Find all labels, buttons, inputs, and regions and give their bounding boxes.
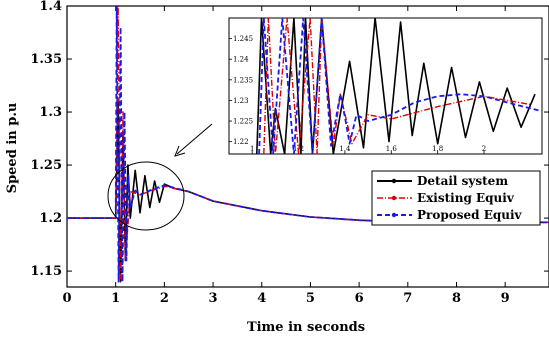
inset-y-tick-label: 1.22 [233, 138, 249, 146]
inset-y-tick-label: 1.245 [233, 35, 253, 43]
inset-series-line-existing-equiv [263, 18, 531, 154]
x-tick-label: 0 [62, 291, 71, 306]
zoom-arrow-line [176, 123, 213, 155]
inset-y-tick-label: 1.225 [233, 118, 253, 126]
legend-marker-detail [391, 178, 397, 184]
x-tick-label: 9 [501, 291, 510, 306]
x-tick-label: 5 [306, 291, 315, 306]
inset-x-tick-label: 2 [482, 145, 486, 153]
y-tick-label: 1.25 [30, 158, 62, 173]
x-axis-label: Time in seconds [247, 320, 365, 335]
y-tick-label: 1.3 [39, 105, 62, 120]
x-tick-label: 2 [160, 291, 169, 306]
inset-series-line-detail-system [256, 18, 536, 154]
y-axis-label: Speed in p.u [5, 103, 20, 194]
x-tick-label: 7 [403, 291, 412, 306]
x-tick-label: 8 [452, 291, 461, 306]
y-tick-label: 1.4 [39, 0, 62, 14]
inset-y-tick-label: 1.235 [233, 76, 253, 84]
legend-marker-proposed [391, 212, 397, 218]
inset-y-tick-label: 1.23 [233, 97, 249, 105]
legend-marker-existing [391, 195, 397, 201]
x-tick-label: 4 [257, 291, 266, 306]
inset-series-group [256, 18, 540, 154]
zoom-arrow-head [174, 145, 186, 157]
legend: Detail system Existing Equiv Proposed Eq… [371, 170, 541, 226]
inset-series-clip [256, 18, 540, 154]
x-tick-label: 6 [355, 291, 364, 306]
legend-label-proposed: Proposed Equiv [417, 208, 523, 222]
inset-x-tick-label: 1.6 [386, 145, 398, 153]
y-tick-label: 1.2 [39, 211, 62, 226]
inset-x-tick-label: 1 [250, 145, 254, 153]
x-tick-label: 3 [209, 291, 218, 306]
legend-label-existing: Existing Equiv [417, 191, 515, 205]
y-tick-label: 1.35 [30, 52, 62, 67]
inset-plot-area [228, 17, 543, 155]
y-tick-label: 1.15 [30, 264, 62, 279]
inset-x-tick-label: 1.8 [432, 145, 443, 153]
inset-y-tick-label: 1.24 [233, 56, 249, 64]
zoom-region-ellipse [107, 161, 185, 231]
legend-label-detail: Detail system [417, 174, 508, 188]
inset-x-tick-label: 1.4 [339, 145, 351, 153]
main-axis-ticks: 0 1 2 3 4 5 6 7 8 9 1.15 1.2 1.25 1.3 1.35 1.4 [30, 0, 549, 306]
x-tick-label: 1 [111, 291, 120, 306]
